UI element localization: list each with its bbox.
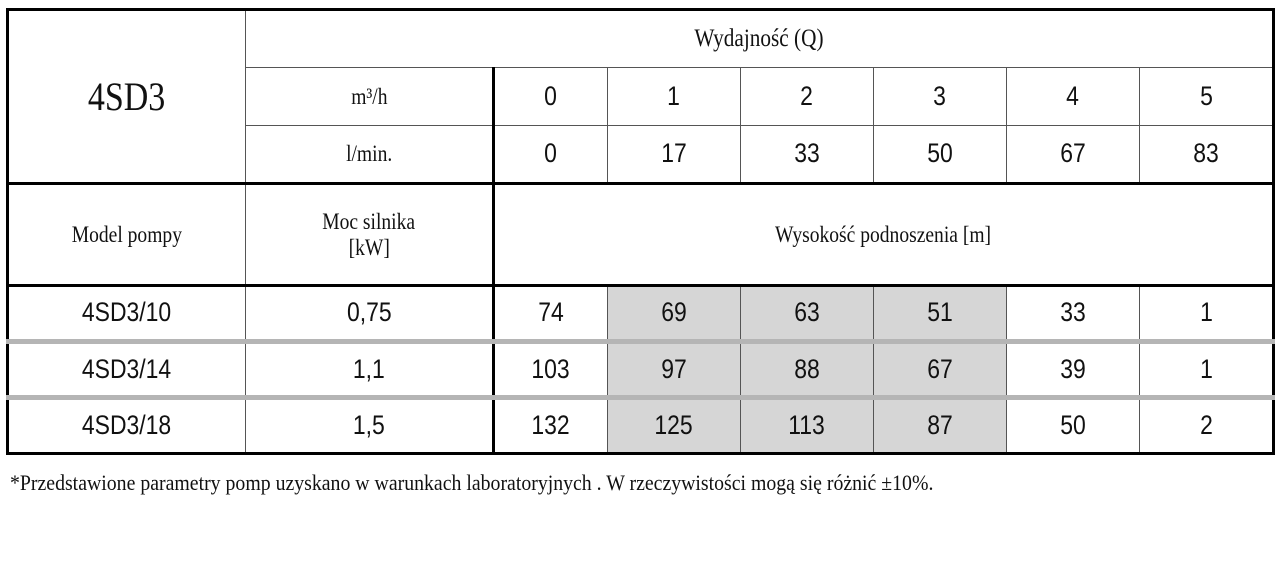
- flow-lmin-cell: 0: [492, 125, 608, 184]
- head-cell-highlighted: 125: [607, 395, 741, 454]
- head-cell: 2: [1138, 395, 1275, 454]
- head-cell: 132: [492, 395, 608, 454]
- header-row-columns: Model pompy Moc silnika [kW] Wysokość po…: [7, 182, 1275, 286]
- flow-lmin-cell: 33: [740, 125, 874, 184]
- power-cell: 1,5: [245, 395, 494, 454]
- head-cell-highlighted: 51: [873, 284, 1007, 342]
- unit-m3h-label: m³/h: [245, 67, 494, 126]
- header-row-flow: 4SD3 Wydajność (Q): [7, 9, 1275, 184]
- head-cell: 1: [1138, 339, 1275, 398]
- table-row: 4SD3/18 1,5 132 125 113 87 50 2: [7, 395, 1275, 454]
- head-cell: 39: [1006, 339, 1140, 398]
- flow-lmin-cell: 83: [1138, 125, 1275, 184]
- power-header-line2: [kW]: [348, 234, 390, 260]
- head-cell: 1: [1138, 284, 1275, 342]
- power-cell: 1,1: [245, 339, 494, 398]
- power-cell: 0,75: [245, 284, 494, 342]
- head-cell-highlighted: 88: [740, 339, 874, 398]
- flow-m3h-cell: 1: [607, 67, 741, 126]
- unit-lmin-label: l/min.: [245, 125, 494, 184]
- flow-header: Wydajność (Q): [244, 9, 1275, 68]
- header-row-lmin: l/min. 0 17 33 50 67 83: [8, 125, 1275, 184]
- flow-lmin-cell: 50: [873, 125, 1007, 184]
- flow-m3h-cell: 4: [1006, 67, 1140, 126]
- flow-m3h-cell: 2: [740, 67, 874, 126]
- head-cell-highlighted: 63: [740, 284, 874, 342]
- model-cell: 4SD3/14: [7, 339, 246, 398]
- model-column-header: Model pompy: [7, 182, 246, 286]
- footnote: *Przedstawione parametry pomp uzyskano w…: [10, 470, 934, 495]
- power-header-line1: Moc silnika: [322, 209, 416, 235]
- flow-lmin-cell: 67: [1006, 125, 1140, 184]
- head-header: Wysokość podnoszenia [m]: [491, 182, 1275, 286]
- head-cell-highlighted: 87: [873, 395, 1007, 454]
- model-series-title: 4SD3: [7, 9, 246, 184]
- flow-lmin-cell: 17: [607, 125, 741, 184]
- pump-performance-table: 4SD3 Wydajność (Q) m³/h 0 1 2 3 4 5 l/mi…: [6, 8, 1276, 455]
- head-cell-highlighted: 69: [607, 284, 741, 342]
- head-cell: 74: [492, 284, 608, 342]
- power-column-header: Moc silnika [kW]: [245, 182, 494, 286]
- head-cell-highlighted: 97: [607, 339, 741, 398]
- head-cell-highlighted: 113: [740, 395, 874, 454]
- head-cell: 103: [492, 339, 608, 398]
- header-row-m3h: m³/h 0 1 2 3 4 5: [8, 67, 1275, 126]
- table-row: 4SD3/14 1,1 103 97 88 67 39 1: [7, 339, 1275, 398]
- model-cell: 4SD3/18: [7, 395, 246, 454]
- flow-m3h-cell: 3: [873, 67, 1007, 126]
- head-cell: 50: [1006, 395, 1140, 454]
- head-cell: 33: [1006, 284, 1140, 342]
- head-cell-highlighted: 67: [873, 339, 1007, 398]
- table-row: 4SD3/10 0,75 74 69 63 51 33 1: [7, 284, 1275, 342]
- model-cell: 4SD3/10: [7, 284, 246, 342]
- flow-m3h-cell: 5: [1138, 67, 1275, 126]
- flow-m3h-cell: 0: [492, 67, 608, 126]
